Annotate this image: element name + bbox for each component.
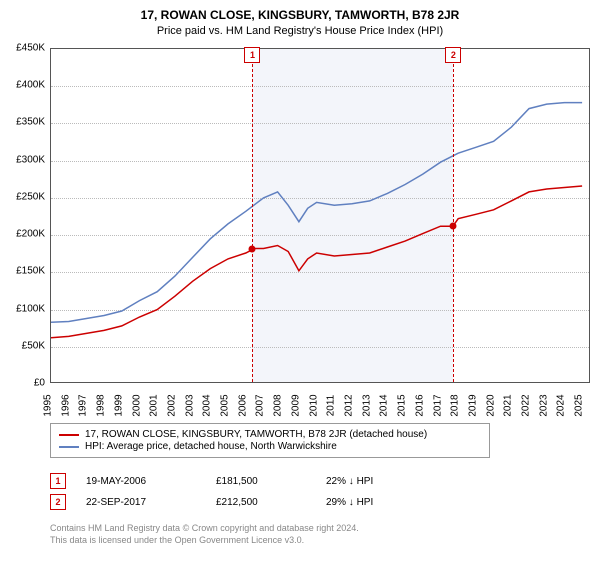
legend-item: HPI: Average price, detached house, Nort… [59, 441, 481, 452]
x-axis-label: 2016 [414, 394, 429, 416]
x-axis-label: 2003 [184, 394, 199, 416]
y-axis-label: £100K [0, 303, 45, 314]
x-axis-label: 2008 [273, 394, 288, 416]
x-axis-label: 2024 [556, 394, 571, 416]
transaction-hpi-diff: 22% ↓ HPI [326, 476, 373, 487]
marker-line [453, 49, 454, 382]
x-axis-label: 2017 [432, 394, 447, 416]
x-axis-label: 1998 [96, 394, 111, 416]
x-axis-label: 1999 [113, 394, 128, 416]
x-axis-label: 2023 [538, 394, 553, 416]
x-axis-label: 2013 [361, 394, 376, 416]
y-axis-label: £450K [0, 43, 45, 54]
x-axis-label: 1996 [60, 394, 75, 416]
chart-subtitle: Price paid vs. HM Land Registry's House … [0, 25, 600, 37]
transaction-price: £212,500 [216, 497, 306, 508]
x-axis-label: 1995 [43, 394, 58, 416]
chart: £0 £50K £100K £150K £200K £250K £300K £350K £400… [0, 43, 600, 413]
legend-swatch [59, 446, 79, 448]
x-axis-label: 2006 [237, 394, 252, 416]
legend-label: HPI: Average price, detached house, Nort… [85, 441, 337, 452]
transaction-marker-num: 1 [50, 473, 66, 489]
y-axis-label: £400K [0, 80, 45, 91]
transaction-row: 1 19-MAY-2006 £181,500 22% ↓ HPI [50, 473, 373, 489]
footer-line-1: Contains HM Land Registry data © Crown c… [50, 523, 359, 535]
legend-item: 17, ROWAN CLOSE, KINGSBURY, TAMWORTH, B7… [59, 429, 481, 440]
x-axis-label: 2018 [450, 394, 465, 416]
y-axis-label: £50K [0, 340, 45, 351]
transaction-table: 1 19-MAY-2006 £181,500 22% ↓ HPI 2 22-SEP-201… [50, 468, 373, 515]
transaction-marker-num: 2 [50, 494, 66, 510]
legend-label: 17, ROWAN CLOSE, KINGSBURY, TAMWORTH, B7… [85, 429, 427, 440]
series-line [51, 103, 582, 323]
footer-attrib: Contains HM Land Registry data © Crown c… [50, 523, 359, 546]
x-axis-label: 2000 [131, 394, 146, 416]
transaction-date: 22-SEP-2017 [86, 497, 196, 508]
x-axis-label: 2010 [308, 394, 323, 416]
x-axis-label: 2014 [379, 394, 394, 416]
x-axis-label: 2005 [220, 394, 235, 416]
plot-area: 12 [50, 48, 590, 383]
marker-label: 1 [244, 47, 260, 63]
x-axis-label: 2012 [343, 394, 358, 416]
x-axis-label: 2019 [467, 394, 482, 416]
x-axis-label: 2011 [326, 395, 341, 417]
transaction-date: 19-MAY-2006 [86, 476, 196, 487]
y-axis-label: £150K [0, 266, 45, 277]
x-axis-label: 2015 [397, 394, 412, 416]
marker-point [249, 245, 256, 252]
footer-line-2: This data is licensed under the Open Gov… [50, 535, 359, 547]
transaction-hpi-diff: 29% ↓ HPI [326, 497, 373, 508]
marker-point [450, 222, 457, 229]
chart-title: 17, ROWAN CLOSE, KINGSBURY, TAMWORTH, B7… [0, 8, 600, 22]
transaction-price: £181,500 [216, 476, 306, 487]
x-axis-label: 2020 [485, 394, 500, 416]
y-axis-label: £200K [0, 229, 45, 240]
transaction-row: 2 22-SEP-2017 £212,500 29% ↓ HPI [50, 494, 373, 510]
x-axis-label: 2007 [255, 394, 270, 416]
y-axis-label: £300K [0, 154, 45, 165]
y-axis-label: £250K [0, 191, 45, 202]
x-axis-label: 2022 [521, 394, 536, 416]
x-axis-label: 2025 [574, 394, 589, 416]
x-axis-label: 2002 [166, 394, 181, 416]
x-axis-label: 1997 [78, 394, 93, 416]
legend-swatch [59, 434, 79, 436]
y-axis-label: £350K [0, 117, 45, 128]
marker-label: 2 [445, 47, 461, 63]
y-axis-label: £0 [0, 378, 45, 389]
legend: 17, ROWAN CLOSE, KINGSBURY, TAMWORTH, B7… [50, 423, 490, 458]
x-axis-label: 2021 [503, 394, 518, 416]
marker-line [252, 49, 253, 382]
series-line [51, 186, 582, 338]
x-axis-label: 2009 [290, 394, 305, 416]
x-axis-label: 2001 [149, 394, 164, 416]
line-chart-svg [51, 49, 591, 384]
x-axis-label: 2004 [202, 394, 217, 416]
